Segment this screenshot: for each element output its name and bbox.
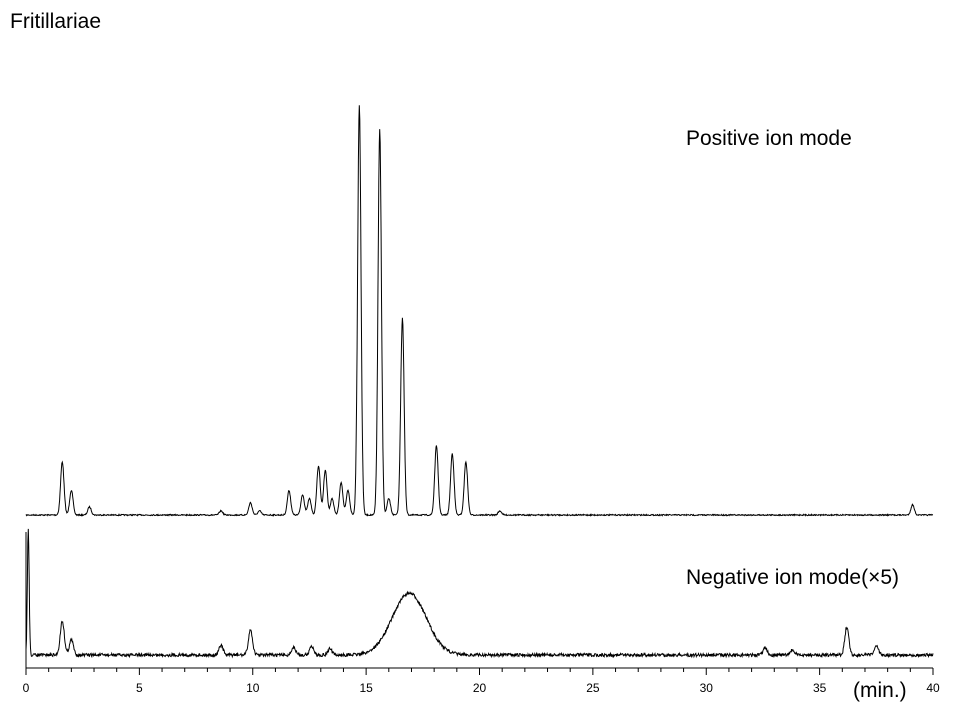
x-tick-label: 20 [473, 681, 487, 695]
x-tick-label: 25 [586, 681, 600, 695]
x-tick-label: 15 [359, 681, 373, 695]
x-tick-label: 0 [23, 681, 30, 695]
positive-ion-trace [25, 105, 934, 517]
negative-ion-trace [25, 528, 934, 659]
x-tick-label: 10 [246, 681, 260, 695]
negative-series-label: Negative ion mode(×5) [686, 566, 899, 589]
x-axis-label: (min.) [853, 679, 907, 702]
x-tick-label: 40 [926, 681, 940, 695]
x-tick-label: 35 [813, 681, 827, 695]
x-tick-label: 5 [136, 681, 143, 695]
x-axis-ticks: 0 5 10 15 20 25 30 35 40 [23, 668, 940, 695]
positive-series-label: Positive ion mode [686, 127, 852, 150]
chart-title: Fritillariae [10, 10, 101, 33]
x-tick-label: 30 [700, 681, 714, 695]
